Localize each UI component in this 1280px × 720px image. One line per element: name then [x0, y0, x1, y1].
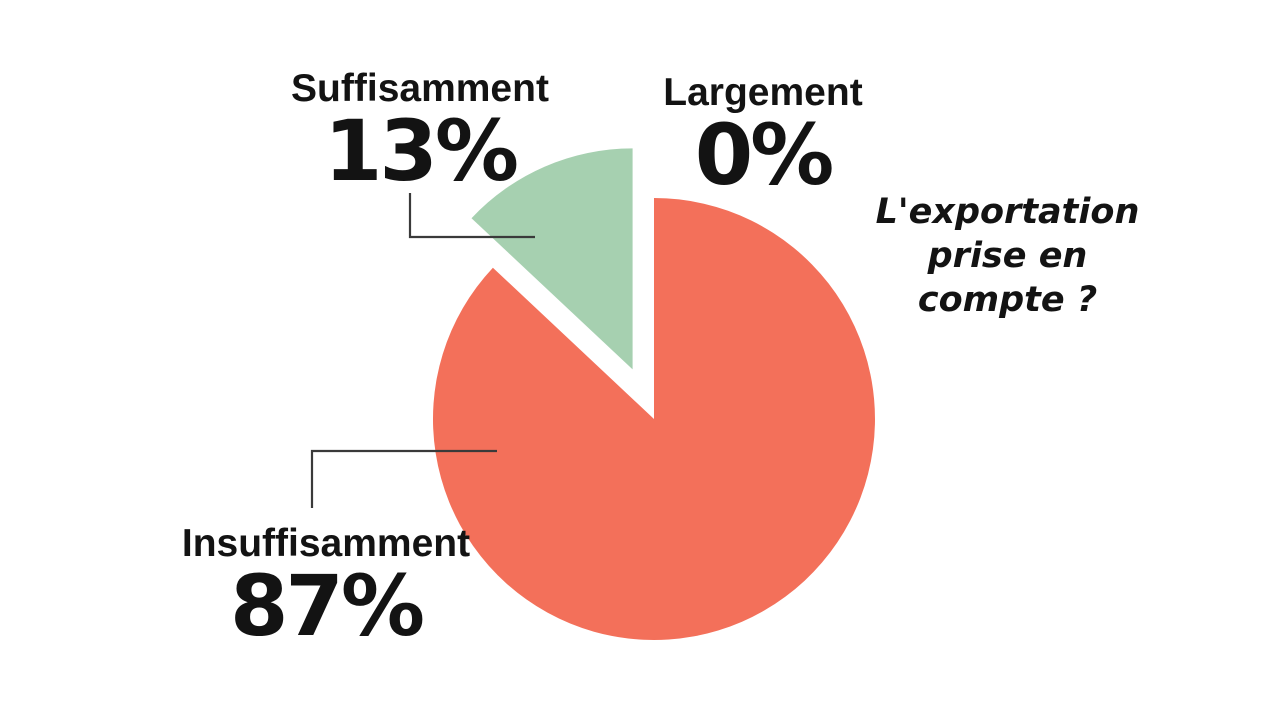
- pie-slices: [432, 148, 875, 640]
- label-suffisamment-text: Suffisamment: [291, 67, 549, 110]
- label-connectors: [310, 193, 535, 508]
- chart-title-line-2: prise en: [927, 236, 1088, 276]
- label-suffisamment-value: 13%: [323, 102, 519, 200]
- chart-title: L'exportation prise en compte ?: [875, 190, 1140, 322]
- chart-title-line-3: compte ?: [917, 280, 1098, 320]
- label-insuffisamment-text: Insuffisamment: [181, 522, 471, 565]
- chart-title-line-1: L'exportation: [875, 192, 1140, 232]
- label-block-suffisamment: Suffisamment 13%: [255, 67, 585, 200]
- connector-line-insuffisamment: [310, 449, 497, 508]
- pie-slice-suffisamment: [471, 148, 633, 370]
- pie-slice-insuffisamment: [432, 198, 875, 640]
- label-block-insuffisamment: Insuffisamment 87%: [161, 522, 491, 655]
- label-insuffisamment-value: 87%: [229, 557, 425, 655]
- label-largement-text: Largement: [663, 71, 863, 114]
- label-block-largement: Largement 0%: [608, 71, 918, 204]
- label-largement-value: 0%: [694, 106, 835, 204]
- connector-line-suffisamment: [408, 193, 535, 239]
